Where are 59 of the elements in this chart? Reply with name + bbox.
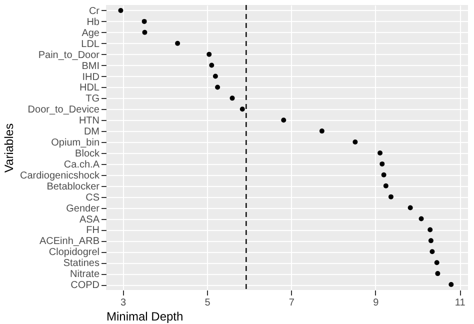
- x-tick-label: 5: [204, 298, 211, 308]
- point: [319, 128, 324, 134]
- y-tick-label: LDL: [81, 38, 100, 50]
- y-tick-label: TG: [86, 94, 100, 105]
- point: [435, 271, 440, 276]
- y-tick-label: Statines: [63, 258, 100, 270]
- point: [408, 205, 413, 210]
- point: [206, 52, 212, 57]
- point: [388, 194, 394, 200]
- point: [428, 238, 434, 244]
- point: [434, 260, 440, 266]
- x-tick-label: 7: [288, 298, 295, 308]
- y-tick-label: Nitrate: [70, 269, 100, 280]
- point: [378, 150, 383, 156]
- point: [381, 172, 386, 178]
- x-tick-label: 3: [120, 298, 127, 308]
- y-tick-label: Door_to_Device: [28, 104, 100, 116]
- y-tick-label: Gender: [66, 203, 100, 214]
- y-tick-label: ASA: [79, 214, 100, 226]
- point: [240, 106, 245, 112]
- point: [212, 74, 218, 79]
- y-tick-label: Cardiogenicshock: [20, 170, 100, 182]
- y-tick-label: BMI: [82, 60, 100, 72]
- x-tick-label: 11: [454, 298, 466, 308]
- y-tick-label: Age: [82, 28, 100, 39]
- y-tick-label: HDL: [79, 82, 100, 94]
- y-axis-title: Variables: [2, 123, 16, 173]
- point: [380, 161, 385, 166]
- point: [352, 140, 358, 145]
- x-tick-label: 9: [373, 298, 380, 308]
- point: [448, 282, 454, 288]
- point: [142, 30, 148, 35]
- point: [428, 227, 433, 232]
- y-tick-label: Opium_bin: [51, 138, 100, 149]
- point: [209, 62, 214, 68]
- y-tick-label: Block: [75, 148, 100, 160]
- y-tick-label: Cr: [88, 6, 100, 17]
- y-tick-label: Betablocker: [46, 181, 100, 192]
- y-tick-label: IHD: [82, 72, 100, 83]
- y-tick-label: CS: [86, 192, 100, 204]
- y-tick-label: ACEinh_ARB: [39, 236, 100, 248]
- point: [281, 118, 286, 123]
- y-tick-label: Pain_to_Door: [38, 50, 100, 61]
- y-tick-label: COPD: [70, 280, 100, 292]
- point: [430, 249, 435, 254]
- y-tick-label: Ca.ch.A: [64, 159, 100, 170]
- point: [118, 8, 124, 13]
- y-tick-label: DM: [84, 126, 100, 138]
- point: [175, 40, 180, 46]
- y-tick-label: FH: [86, 225, 100, 236]
- y-tick-label: HTN: [78, 116, 100, 127]
- point: [383, 183, 388, 188]
- point: [215, 84, 220, 90]
- x-axis-title: Minimal Depth: [106, 310, 184, 324]
- point: [142, 18, 147, 24]
- y-tick-label: Hb: [86, 16, 100, 28]
- point: [230, 96, 235, 101]
- y-tick-label: Clopidogrel: [48, 247, 100, 258]
- point: [418, 216, 424, 222]
